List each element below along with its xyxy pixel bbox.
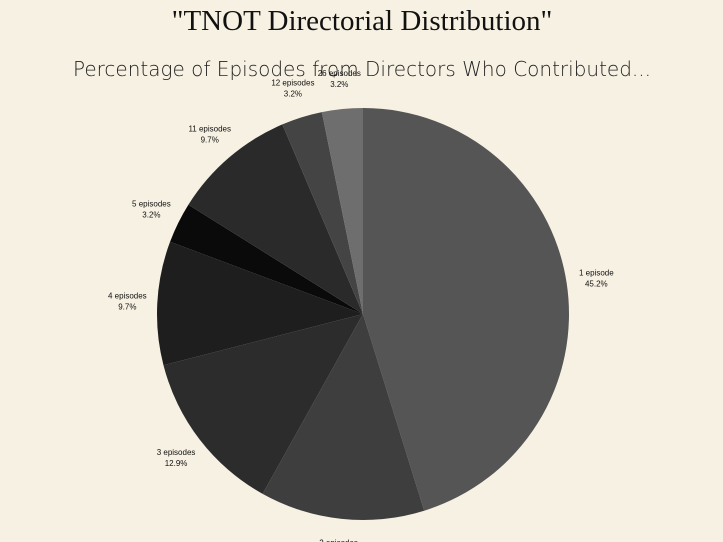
slice-label: 26 episodes xyxy=(318,69,361,78)
pie-slice xyxy=(321,108,363,314)
pie-slice xyxy=(188,124,363,314)
pie-slice xyxy=(157,241,363,366)
slice-value: 9.7% xyxy=(201,136,219,145)
slice-label: 5 episodes xyxy=(132,200,171,209)
pie-slice xyxy=(163,314,363,494)
slice-label: 12 episodes xyxy=(271,79,314,88)
slice-label: 4 episodes xyxy=(108,291,147,300)
slice-value: 3.2% xyxy=(330,80,348,89)
chart-title: "TNOT Directorial Distribution" xyxy=(172,5,553,37)
pie-slice xyxy=(282,112,363,314)
pie-slice xyxy=(262,314,425,521)
slice-label: 1 episode xyxy=(579,269,614,278)
pie-slice xyxy=(363,108,569,511)
chart-subtitle: Percentage of Episodes from Directors Wh… xyxy=(73,57,651,81)
pie-slice xyxy=(170,204,363,314)
slice-value: 3.2% xyxy=(142,211,160,220)
slice-label: 3 episodes xyxy=(157,448,196,457)
slice-label: 2 episodes xyxy=(319,539,358,542)
slice-value: 9.7% xyxy=(118,302,136,311)
slice-value: 3.2% xyxy=(284,90,302,99)
slice-label: 11 episodes xyxy=(188,125,231,134)
slice-value: 12.9% xyxy=(165,459,188,468)
slice-value: 45.2% xyxy=(585,280,608,289)
